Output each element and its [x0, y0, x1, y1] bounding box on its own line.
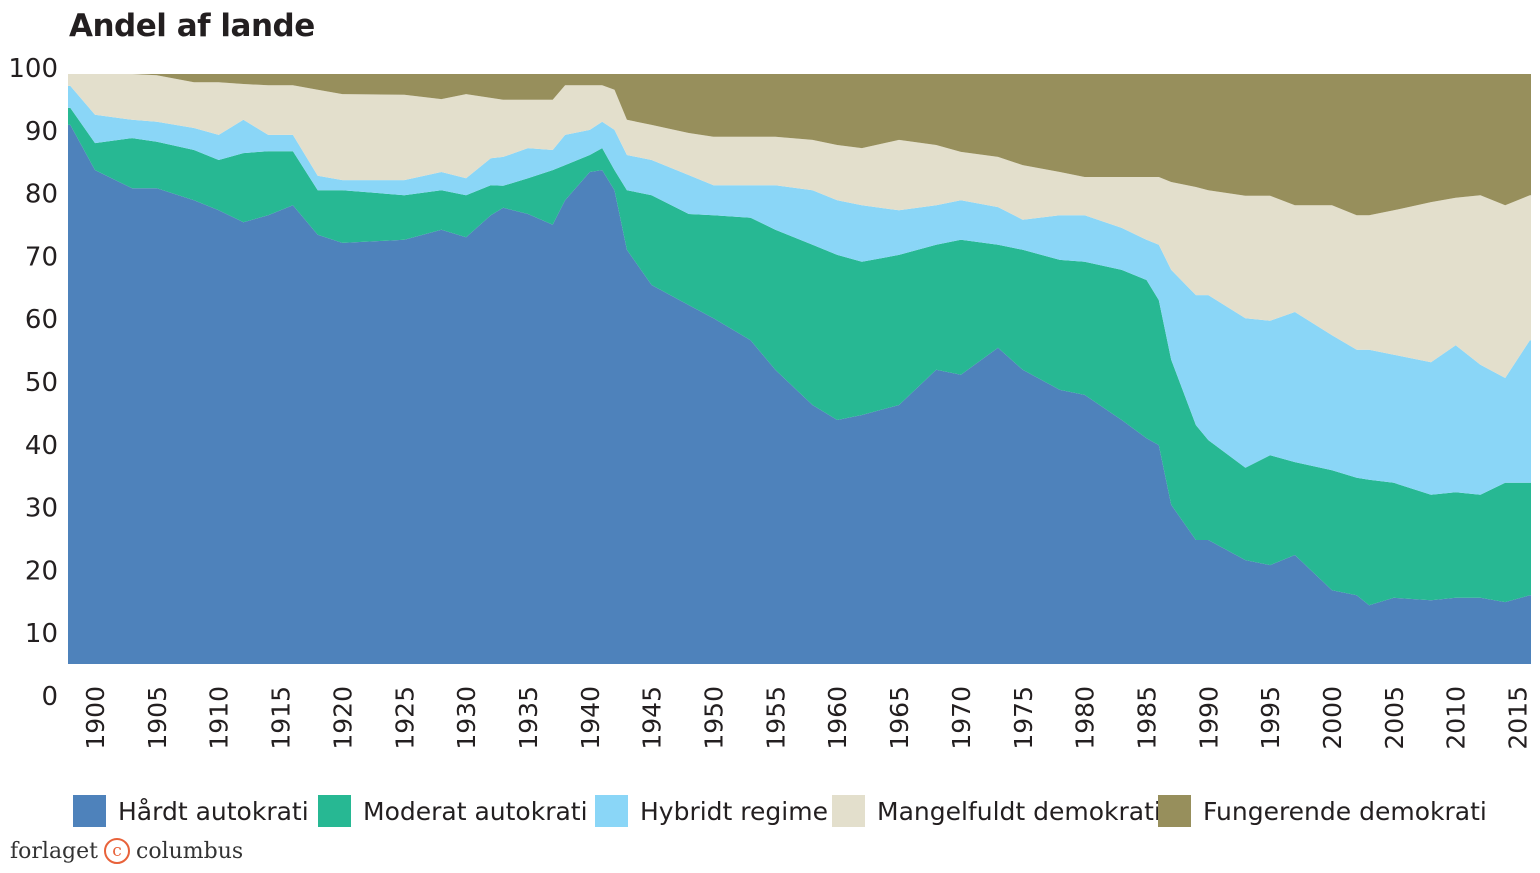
x-tick-label: 1910 — [205, 686, 234, 750]
y-tick-label: 90 — [25, 117, 58, 147]
x-tick-label: 1990 — [1194, 686, 1223, 750]
x-tick-label: 2005 — [1380, 686, 1409, 750]
legend-label: Mangelfuldt demokrati — [877, 796, 1161, 826]
x-tick-label: 1965 — [885, 686, 914, 750]
x-tick-label: 1995 — [1256, 686, 1285, 750]
legend-swatch — [595, 795, 628, 827]
y-tick-label: 80 — [25, 180, 58, 210]
x-tick-label: 1935 — [514, 686, 543, 750]
area-layers — [68, 74, 1531, 664]
y-tick-label: 60 — [25, 305, 58, 335]
x-tick-label: 1970 — [947, 686, 976, 750]
y-tick-label: 50 — [25, 368, 58, 398]
x-tick-label: 1900 — [81, 686, 110, 750]
x-tick-label: 1920 — [328, 686, 357, 750]
legend-item-mangelfuldt-demokrati: Mangelfuldt demokrati — [832, 795, 1161, 827]
x-tick-label: 2010 — [1442, 686, 1471, 750]
x-tick-label: 1955 — [761, 686, 790, 750]
legend-label: Hårdt autokrati — [118, 796, 309, 826]
y-tick-label: 100 — [8, 54, 58, 84]
y-tick-label: 40 — [25, 431, 58, 461]
area-moderat-autokrati — [68, 107, 1531, 606]
x-tick-label: 1915 — [267, 686, 296, 750]
legend-item-moderat-autokrati: Moderat autokrati — [318, 795, 588, 827]
publisher-name-left: forlaget — [10, 838, 98, 864]
x-tick-label: 2015 — [1504, 686, 1533, 750]
legend-swatch — [1158, 795, 1191, 827]
x-axis-ticks: 1900 1905 1910 1915 1920 1925 1930 1935 1940 1945… — [81, 686, 1533, 750]
legend-item-hybridt-regime: Hybridt regime — [595, 795, 828, 827]
x-tick-label: 1980 — [1071, 686, 1100, 750]
x-tick-label: 1940 — [576, 686, 605, 750]
y-tick-label: 30 — [25, 494, 58, 524]
legend-swatch — [318, 795, 351, 827]
x-tick-label: 1925 — [390, 686, 419, 750]
legend-label: Moderat autokrati — [363, 796, 588, 826]
y-tick-label: 70 — [25, 242, 58, 272]
x-tick-label: 1985 — [1133, 686, 1162, 750]
chart-title: Andel af lande — [69, 8, 315, 44]
x-tick-label: 1930 — [452, 686, 481, 750]
copyright-c-icon: c — [104, 838, 130, 864]
area-hybridt-regime — [68, 85, 1531, 495]
legend-swatch — [73, 795, 106, 827]
legend-label: Hybridt regime — [640, 796, 828, 826]
y-tick-label: 10 — [25, 619, 58, 649]
x-tick-label: 1905 — [143, 686, 172, 750]
x-tick-label: 1945 — [638, 686, 667, 750]
area-mangelfuldt-demokrati — [68, 74, 1531, 378]
publisher-logo: forlaget c columbus — [10, 838, 243, 864]
x-tick-label: 1975 — [1009, 686, 1038, 750]
y-tick-label: 0 — [41, 682, 58, 712]
area-h-rdt-autokrati — [68, 124, 1531, 664]
legend-label: Fungerende demokrati — [1203, 796, 1487, 826]
y-axis-ticks: 0 10 20 30 40 50 60 70 80 90 100 — [8, 54, 58, 712]
legend-item-fungerende-demokrati: Fungerende demokrati — [1158, 795, 1487, 827]
legend-item-hardt-autokrati: Hårdt autokrati — [73, 795, 309, 827]
publisher-name-right: columbus — [136, 838, 244, 864]
legend-swatch — [832, 795, 865, 827]
x-tick-label: 2000 — [1318, 686, 1347, 750]
y-tick-label: 20 — [25, 556, 58, 586]
area-fungerende-demokrati — [68, 74, 1531, 216]
x-tick-label: 1950 — [700, 686, 729, 750]
x-tick-label: 1960 — [823, 686, 852, 750]
